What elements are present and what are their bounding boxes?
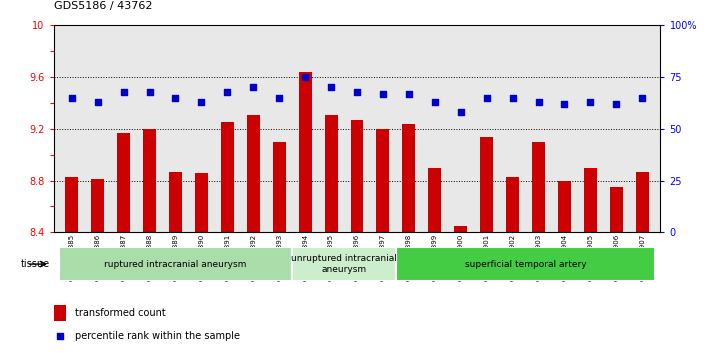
Bar xyxy=(325,115,338,232)
Bar xyxy=(454,226,467,232)
Bar xyxy=(117,133,130,232)
Point xyxy=(326,85,337,90)
Text: tissue: tissue xyxy=(21,259,50,269)
Bar xyxy=(273,142,286,232)
Bar xyxy=(195,173,208,232)
Bar xyxy=(247,115,260,232)
Point xyxy=(455,109,466,115)
Bar xyxy=(298,72,311,232)
Bar xyxy=(292,247,396,281)
Point xyxy=(403,91,415,97)
Bar xyxy=(91,179,104,232)
Point xyxy=(54,333,66,339)
Point xyxy=(351,89,363,94)
Bar xyxy=(221,122,233,232)
Text: percentile rank within the sample: percentile rank within the sample xyxy=(75,331,240,341)
Point xyxy=(610,101,622,107)
Bar xyxy=(428,168,441,232)
Text: GDS5186 / 43762: GDS5186 / 43762 xyxy=(54,1,152,11)
Point xyxy=(144,89,155,94)
Bar xyxy=(376,129,389,232)
Bar xyxy=(558,180,571,232)
Bar xyxy=(584,168,597,232)
Text: unruptured intracranial
aneurysm: unruptured intracranial aneurysm xyxy=(291,254,397,274)
Bar xyxy=(351,120,363,232)
Bar xyxy=(481,136,493,232)
Bar xyxy=(143,129,156,232)
Bar xyxy=(54,305,66,321)
Point xyxy=(533,99,544,105)
Point xyxy=(299,74,311,80)
Text: transformed count: transformed count xyxy=(75,308,166,318)
Text: ruptured intracranial aneurysm: ruptured intracranial aneurysm xyxy=(104,260,246,269)
Point xyxy=(481,95,493,101)
Point xyxy=(118,89,129,94)
Point xyxy=(196,99,207,105)
Point xyxy=(248,85,259,90)
Point xyxy=(429,99,441,105)
Point xyxy=(637,95,648,101)
Point xyxy=(377,91,388,97)
Bar xyxy=(403,124,416,232)
Bar xyxy=(610,187,623,232)
Point xyxy=(273,95,285,101)
Point xyxy=(66,95,77,101)
Point xyxy=(585,99,596,105)
Bar xyxy=(65,177,79,232)
Bar xyxy=(635,172,649,232)
Bar xyxy=(396,247,655,281)
Text: superficial temporal artery: superficial temporal artery xyxy=(465,260,586,269)
Bar xyxy=(59,247,292,281)
Point xyxy=(92,99,104,105)
Point xyxy=(559,101,570,107)
Point xyxy=(507,95,518,101)
Point xyxy=(170,95,181,101)
Bar xyxy=(169,172,182,232)
Bar xyxy=(532,142,545,232)
Bar xyxy=(506,177,519,232)
Point xyxy=(221,89,233,94)
